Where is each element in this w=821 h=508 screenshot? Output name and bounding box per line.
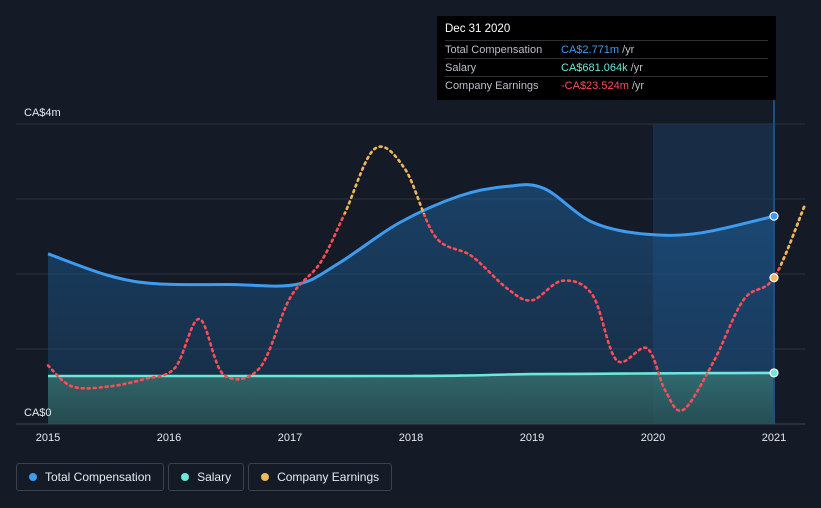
legend-label: Salary [197, 470, 232, 484]
legend-label: Total Compensation [45, 470, 152, 484]
legend-dot-icon [261, 473, 270, 481]
x-tick-label: 2015 [36, 432, 60, 444]
tooltip-row-earnings: Company Earnings -CA$23.524m /yr [445, 76, 768, 94]
legend-item-total-compensation[interactable]: Total Compensation [16, 463, 165, 491]
x-axis-ticks: 2015 2016 2017 2018 2019 2020 2021 [36, 432, 786, 444]
tooltip: Dec 31 2020 Total Compensation CA$2.771m… [437, 16, 776, 100]
area-salary [48, 372, 774, 424]
line-company-earnings [46, 214, 803, 412]
legend-item-company-earnings[interactable]: Company Earnings [248, 463, 393, 491]
legend-label: Company Earnings [277, 470, 380, 484]
tooltip-label: Company Earnings [445, 79, 539, 92]
x-tick-label: 2018 [399, 432, 423, 444]
tooltip-value: CA$2.771m [561, 43, 620, 56]
tooltip-value: CA$681.064k [561, 61, 628, 74]
dot-salary [769, 368, 779, 378]
tooltip-label: Salary [445, 61, 477, 74]
x-tick-label: 2021 [762, 432, 786, 444]
line-total-compensation [47, 183, 775, 288]
x-tick-label: 2020 [641, 432, 665, 444]
y-axis-label-top: CA$4m [24, 107, 61, 119]
legend-item-salary[interactable]: Salary [168, 463, 245, 491]
x-tick-label: 2019 [520, 432, 544, 444]
x-tick-label: 2017 [278, 432, 302, 444]
dot-company-earnings [769, 273, 779, 283]
y-axis-label-bottom: CA$0 [24, 407, 52, 419]
legend-dot-icon [181, 473, 190, 481]
series-lines [46, 145, 806, 412]
series-areas [48, 184, 774, 424]
tooltip-row-total: Total Compensation CA$2.771m /yr [445, 40, 768, 58]
x-tick-label: 2016 [157, 432, 181, 444]
tooltip-unit: /yr [630, 61, 643, 74]
legend: Total Compensation Salary Company Earnin… [16, 463, 393, 491]
dot-total-compensation [769, 211, 779, 221]
series-end-dots [769, 211, 779, 378]
tooltip-date: Dec 31 2020 [445, 23, 511, 35]
tooltip-label: Total Compensation [445, 43, 543, 56]
tooltip-row-salary: Salary CA$681.064k /yr [445, 58, 768, 76]
tooltip-unit: /yr [622, 43, 635, 56]
area-total-compensation [48, 184, 774, 424]
tooltip-unit: /yr [631, 79, 645, 92]
legend-dot-icon [29, 473, 37, 481]
tooltip-value: -CA$23.524m [561, 79, 629, 92]
